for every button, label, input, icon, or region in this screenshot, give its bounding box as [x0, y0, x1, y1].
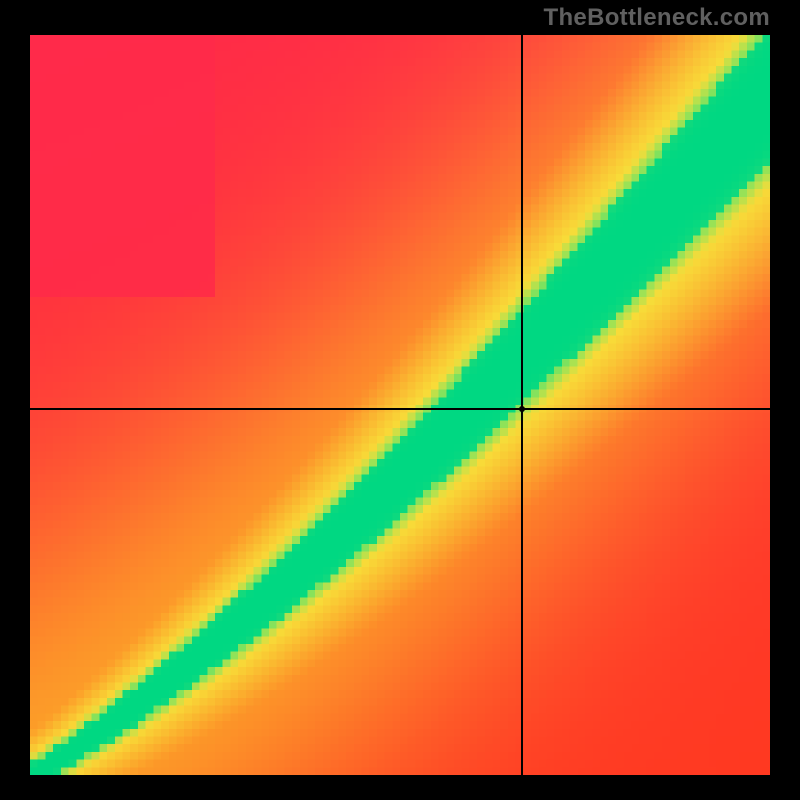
chart-container: TheBottleneck.com	[0, 0, 800, 800]
watermark-text: TheBottleneck.com	[544, 4, 770, 32]
heatmap-canvas	[30, 35, 770, 775]
crosshair-horizontal	[30, 408, 770, 410]
crosshair-marker	[519, 406, 525, 412]
